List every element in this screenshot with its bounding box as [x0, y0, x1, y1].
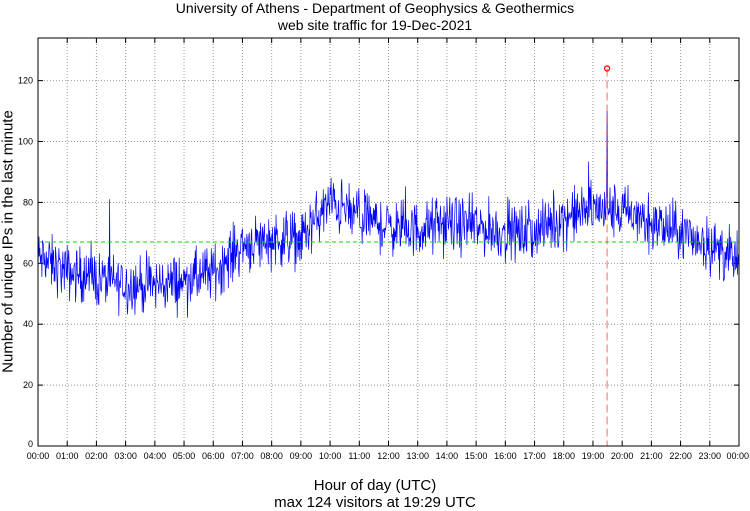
x-tick-label: 23:00 [699, 451, 722, 461]
chart-title: University of Athens - Department of Geo… [175, 0, 575, 16]
y-tick-label: 40 [23, 319, 33, 329]
traffic-series-line [37, 111, 740, 318]
x-tick-label: 22:00 [669, 451, 692, 461]
plot-frame [37, 37, 740, 447]
x-tick-label: 10:00 [319, 451, 342, 461]
x-tick-label: 11:00 [348, 451, 370, 461]
x-tick-label: 02:00 [85, 451, 108, 461]
x-tick-label: 13:00 [406, 451, 429, 461]
max-point-marker [603, 65, 611, 72]
y-tick-label: 100 [18, 137, 33, 147]
x-tick-label: 21:00 [640, 451, 663, 461]
x-tick-label: 03:00 [114, 451, 137, 461]
x-tick-label: 06:00 [202, 451, 225, 461]
x-tick-label: 01:00 [56, 451, 79, 461]
y-tick-label: 80 [23, 197, 33, 207]
x-axis-label: Hour of day (UTC) [313, 477, 437, 494]
max-annotation: max 124 visitors at 19:29 UTC [274, 494, 476, 511]
y-tick-label: 20 [23, 380, 33, 390]
x-tick-label: 05:00 [173, 451, 196, 461]
y-tick-label: 0 [28, 439, 33, 449]
x-tick-label: 00:00 [27, 451, 50, 461]
x-tick-label: 16:00 [494, 451, 517, 461]
y-tick-label: 120 [18, 76, 33, 86]
x-tick-label: 12:00 [377, 451, 400, 461]
x-tick-label: 09:00 [290, 451, 313, 461]
x-tick-label: 00:00 [726, 451, 749, 461]
y-tick-label: 60 [23, 258, 33, 268]
x-tick-label: 08:00 [260, 451, 283, 461]
x-tick-label: 07:00 [231, 451, 254, 461]
x-tick-label: 04:00 [144, 451, 167, 461]
x-tick-label: 17:00 [523, 451, 546, 461]
x-tick-label: 19:00 [582, 451, 605, 461]
x-tick-label: 18:00 [552, 451, 575, 461]
x-tick-label: 15:00 [465, 451, 488, 461]
x-tick-label: 14:00 [436, 451, 459, 461]
x-tick-label: 20:00 [611, 451, 634, 461]
chart-subtitle: web site traffic for 19-Dec-2021 [277, 17, 473, 33]
